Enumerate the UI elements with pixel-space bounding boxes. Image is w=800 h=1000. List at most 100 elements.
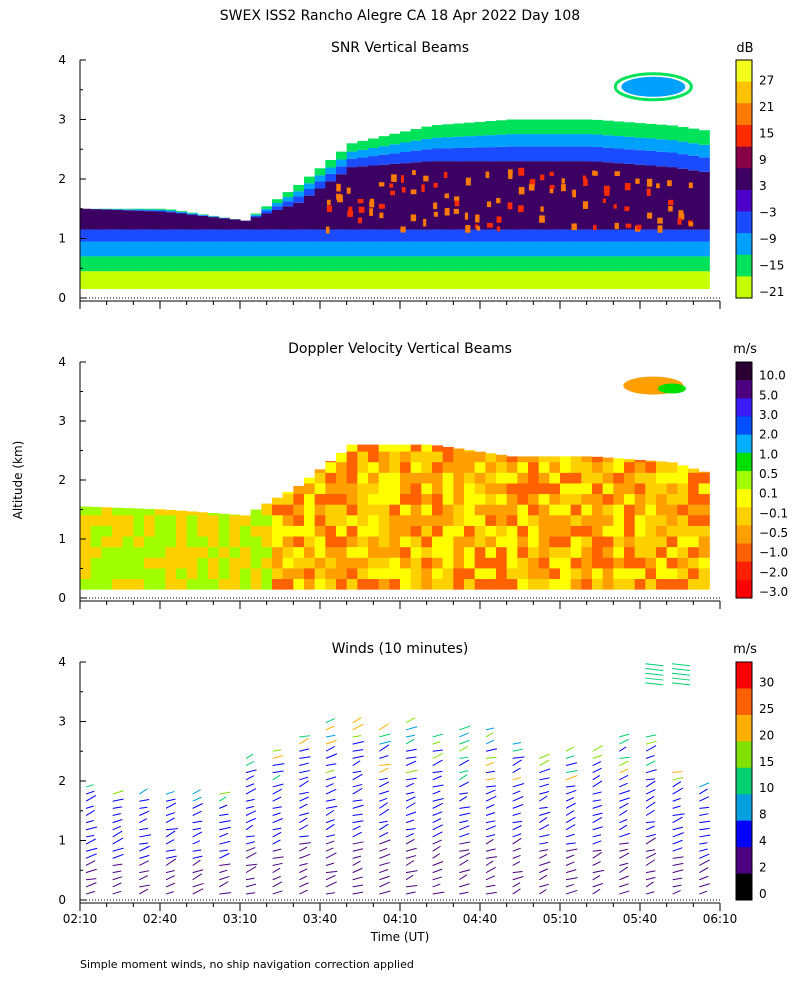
colorbar-label: 0.5 [759, 467, 778, 481]
wind-barb [512, 742, 521, 745]
doppler-cell [229, 546, 241, 558]
doppler-cell [293, 536, 305, 548]
snr-hotspot [518, 167, 525, 176]
wind-barb [645, 740, 657, 745]
snr-hotspot [614, 222, 619, 230]
snr-hotspot [677, 218, 682, 225]
snr-cell [688, 128, 700, 144]
doppler-cell [282, 578, 294, 590]
wind-barb [299, 776, 309, 781]
doppler-cell [496, 461, 508, 473]
wind-barb [299, 791, 309, 795]
wind-barb [619, 802, 629, 809]
snr-cell [336, 229, 348, 242]
colorbar-swatch [736, 211, 752, 234]
wind-barb [592, 816, 603, 824]
snr-cell [197, 229, 209, 242]
wind-barb [432, 891, 445, 895]
snr-cell [645, 271, 657, 290]
wind-barb [512, 871, 523, 874]
doppler-cell [346, 461, 358, 473]
wind-barb [192, 869, 204, 874]
snr-cell [634, 256, 646, 272]
x-tick-label: 05:40 [623, 912, 658, 926]
doppler-cell [517, 557, 529, 569]
snr-hotspot [379, 212, 384, 219]
snr-cell [282, 241, 294, 257]
wind-barb [699, 875, 709, 881]
doppler-cell [272, 514, 284, 526]
doppler-cell [666, 514, 678, 526]
doppler-cell [634, 557, 646, 569]
wind-barb [192, 882, 204, 888]
wind-barb [539, 806, 548, 809]
doppler-cell [634, 567, 646, 580]
doppler-cell [634, 504, 646, 516]
doppler-cell [186, 514, 198, 526]
wind-barb [299, 868, 308, 874]
wind-barb [379, 744, 390, 752]
doppler-panel-title: Doppler Velocity Vertical Beams [288, 341, 512, 357]
wind-barb [352, 804, 364, 809]
doppler-cell [602, 472, 614, 484]
doppler-cell [80, 578, 92, 590]
doppler-cell [336, 567, 348, 580]
doppler-cell [464, 578, 476, 590]
wind-barb [459, 812, 471, 816]
doppler-cell [122, 525, 134, 537]
wind-barb [645, 870, 656, 874]
wind-barb [325, 834, 335, 838]
wind-barb [272, 749, 282, 752]
snr-cell [453, 256, 465, 272]
snr-cell [517, 161, 529, 230]
colorbar-label: −1.0 [759, 546, 788, 560]
wind-barb [645, 891, 655, 895]
y-tick-label: 3 [58, 715, 66, 729]
snr-cell [336, 151, 348, 160]
colorbar-swatch [736, 124, 752, 148]
doppler-cell [133, 525, 145, 537]
doppler-cell [432, 525, 444, 537]
colorbar-swatch [736, 434, 752, 454]
snr-hotspot [624, 183, 631, 191]
snr-cell [368, 241, 380, 257]
doppler-cell [570, 546, 582, 558]
wind-barb [512, 812, 521, 816]
snr-cell [314, 188, 326, 230]
doppler-cell [570, 557, 582, 569]
wind-barb [165, 875, 176, 881]
snr-cell [346, 229, 358, 242]
snr-cell [357, 256, 369, 272]
wind-barb [379, 733, 391, 738]
wind-barb [592, 888, 601, 895]
doppler-cell [538, 536, 550, 548]
wind-barb [565, 854, 575, 859]
wind-barb [459, 859, 469, 866]
doppler-cell [272, 497, 284, 505]
wind-barb [459, 883, 470, 888]
x-tick-label: 02:40 [143, 912, 178, 926]
snr-cell [570, 119, 582, 135]
doppler-cell [389, 567, 401, 580]
wind-barb [352, 855, 362, 859]
snr-cell [80, 208, 92, 230]
snr-cell [176, 271, 188, 290]
snr-cell [218, 271, 230, 290]
doppler-cell [517, 482, 529, 495]
snr-hotspot [357, 198, 364, 204]
colorbar-swatch [736, 103, 752, 126]
wind-barb [85, 853, 97, 859]
wind-barb [592, 799, 602, 802]
colorbar-swatch [736, 579, 752, 599]
wind-barb [299, 770, 311, 774]
wind-barb [112, 882, 122, 888]
doppler-cell [112, 507, 124, 516]
doppler-cell [90, 567, 102, 580]
wind-barb [539, 834, 550, 838]
doppler-cell [336, 546, 348, 558]
snr-cell [517, 146, 529, 162]
wind-barb [565, 877, 578, 881]
doppler-cell [656, 504, 668, 516]
colorbar-swatch [736, 525, 752, 545]
snr-cell [176, 211, 188, 213]
